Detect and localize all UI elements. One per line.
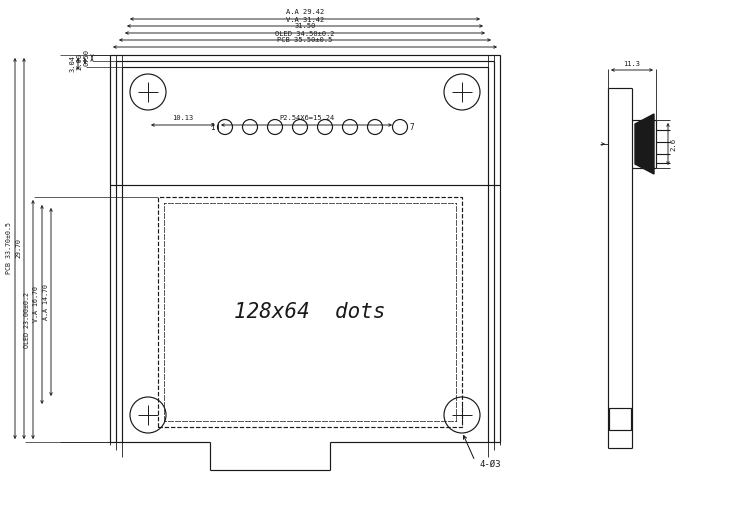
Text: OLED 34.50±0.2: OLED 34.50±0.2 xyxy=(275,30,335,37)
Text: P2.54X6=15.24: P2.54X6=15.24 xyxy=(279,115,334,122)
Text: 7: 7 xyxy=(410,123,414,132)
Text: V.A 31.42: V.A 31.42 xyxy=(286,17,324,22)
Text: 0.50: 0.50 xyxy=(83,50,89,66)
Text: 11.3: 11.3 xyxy=(624,61,641,66)
Text: 4-Ø3: 4-Ø3 xyxy=(480,459,501,469)
Text: 2.6: 2.6 xyxy=(670,137,676,150)
Text: PCB 35.50±0.5: PCB 35.50±0.5 xyxy=(277,38,332,43)
Bar xyxy=(158,197,462,427)
Text: PCB 33.70±0.5: PCB 33.70±0.5 xyxy=(7,222,13,275)
Text: 1: 1 xyxy=(209,123,215,132)
Text: 31.50: 31.50 xyxy=(294,23,316,30)
Text: 2.00: 2.00 xyxy=(77,53,83,69)
Polygon shape xyxy=(635,114,654,174)
Text: A.A 14.70: A.A 14.70 xyxy=(42,284,48,320)
Text: A.A 29.42: A.A 29.42 xyxy=(286,9,324,16)
Text: V.A 16.70: V.A 16.70 xyxy=(34,287,39,323)
Text: 29.70: 29.70 xyxy=(16,239,22,258)
Text: OLED 23.00±0.2: OLED 23.00±0.2 xyxy=(25,291,31,348)
Text: 10.13: 10.13 xyxy=(172,115,194,122)
Bar xyxy=(609,408,631,430)
Text: 3.04: 3.04 xyxy=(69,55,75,73)
Text: 128x64  dots: 128x64 dots xyxy=(234,302,386,322)
